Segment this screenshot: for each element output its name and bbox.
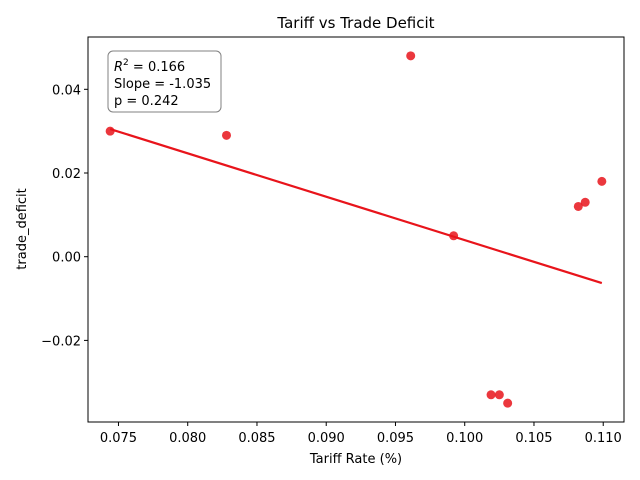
data-point [222,130,232,140]
x-tick-label: 0.100 [446,431,483,446]
x-axis-label: Tariff Rate (%) [309,452,402,467]
y-axis: −0.02 0.00 0.02 0.04 [41,83,88,349]
x-axis: 0.075 0.080 0.085 0.090 0.095 0.100 0.105 0.110 [100,422,622,446]
stats-box-frame [107,50,222,113]
x-tick-label: 0.080 [169,431,206,446]
chart-title: Tariff vs Trade Deficit [276,14,434,32]
x-tick-label: 0.095 [377,431,414,446]
data-point [406,51,416,61]
y-tick-label: 0.04 [52,83,81,98]
x-tick-label: 0.085 [238,431,275,446]
data-point [494,390,504,400]
plot-area [105,51,607,408]
x-tick-label: 0.110 [585,431,622,446]
data-point [573,201,583,211]
regression-line [109,128,603,285]
y-tick-label: 0.02 [52,167,81,182]
stats-box: R2 = 0.166 Slope = -1.035 p = 0.242 [107,50,222,113]
y-axis-label: trade_deficit [15,188,30,269]
y-tick-label: −0.02 [41,334,81,349]
x-tick-label: 0.105 [515,431,552,446]
stats-p-value: p = 0.242 [114,94,179,109]
data-point [597,176,607,186]
data-point [449,231,459,241]
y-tick-label: 0.00 [52,251,81,266]
data-point [486,390,496,400]
axes-frame [87,36,625,423]
x-tick-label: 0.090 [308,431,345,446]
data-point [105,126,115,136]
stats-r2: R2 = 0.166 [114,58,185,75]
x-tick-label: 0.075 [100,431,137,446]
stats-slope: Slope = -1.035 [114,77,211,92]
data-point [580,197,590,207]
data-point [503,398,513,408]
